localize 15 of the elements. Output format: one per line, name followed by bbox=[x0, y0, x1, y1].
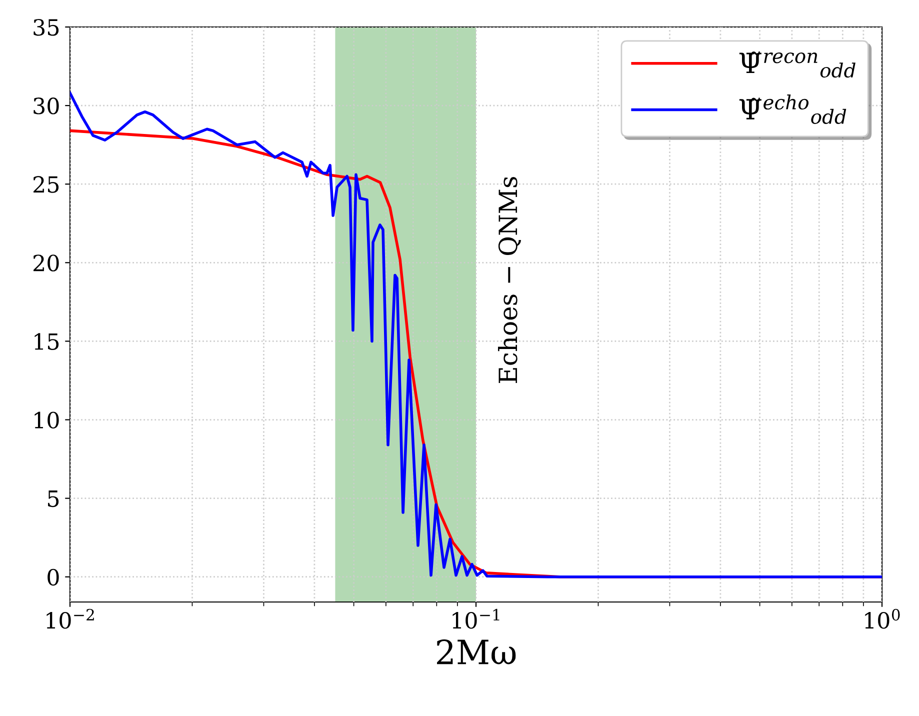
y-tick-label: 10 bbox=[34, 412, 59, 429]
y-tick-label: 35 bbox=[34, 18, 59, 36]
x-axis-title: 2Mω bbox=[437, 639, 516, 664]
legend-label: Ψ̃$^{echo}$$_{odd}$ bbox=[739, 94, 846, 124]
y-tick-label: 30 bbox=[34, 98, 59, 114]
x-tick-label: 10$^{−2}$ bbox=[46, 608, 94, 629]
legend-label: Ψ̃$^{recon}$$_{odd}$ bbox=[739, 51, 856, 78]
x-tick-label: 10$^{0}$ bbox=[865, 608, 900, 629]
y-tick-label: 25 bbox=[34, 176, 59, 193]
y-tick-label: 0 bbox=[48, 568, 59, 586]
annotation: Echoes − QNMs bbox=[498, 176, 522, 383]
x-tick-label: 10$^{−1}$ bbox=[452, 608, 500, 629]
y-tick-label: 20 bbox=[34, 254, 59, 272]
y-tick-label: 5 bbox=[48, 490, 59, 508]
y-tick-label: 15 bbox=[34, 333, 59, 350]
